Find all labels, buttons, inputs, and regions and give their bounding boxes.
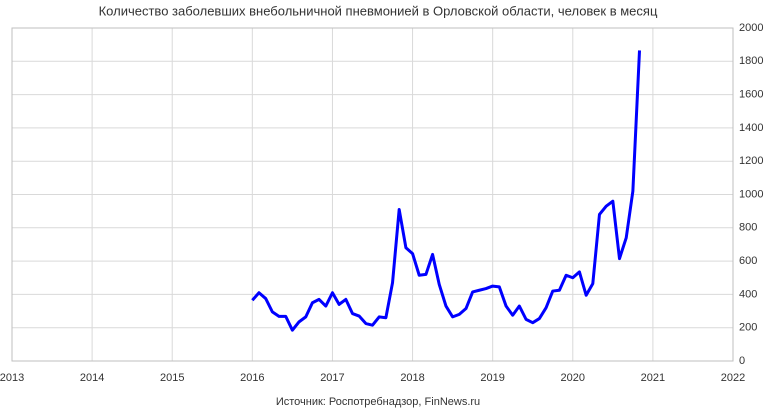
x-tick-label: 2014	[80, 372, 104, 384]
y-tick-label: 1600	[739, 89, 763, 101]
chart-title: Количество заболевших внебольничной пнев…	[99, 3, 658, 18]
x-tick-label: 2020	[561, 372, 585, 384]
x-tick-label: 2018	[400, 372, 424, 384]
x-tick-label: 2016	[240, 372, 264, 384]
y-tick-label: 0	[739, 355, 745, 367]
y-tick-label: 1000	[739, 188, 763, 200]
plot-frame	[11, 27, 734, 362]
y-tick-label: 2000	[739, 22, 763, 34]
y-tick-label: 1200	[739, 155, 763, 167]
y-tick-label: 1400	[739, 122, 763, 134]
x-tick-label: 2017	[320, 372, 344, 384]
y-tick-label: 200	[739, 322, 757, 334]
y-tick-label: 800	[739, 222, 757, 234]
x-tick-label: 2021	[641, 372, 665, 384]
y-tick-label: 600	[739, 255, 757, 267]
data-line	[251, 50, 642, 332]
y-tick-label: 400	[739, 288, 757, 300]
source: Источник: Роспотребнадзор, FinNews.ru	[276, 396, 480, 408]
x-tick-label: 2013	[0, 372, 24, 384]
x-tick-label: 2015	[160, 372, 184, 384]
y-tick-label: 1800	[739, 55, 763, 67]
x-tick-label: 2019	[480, 372, 504, 384]
x-tick-label: 2022	[721, 372, 745, 384]
